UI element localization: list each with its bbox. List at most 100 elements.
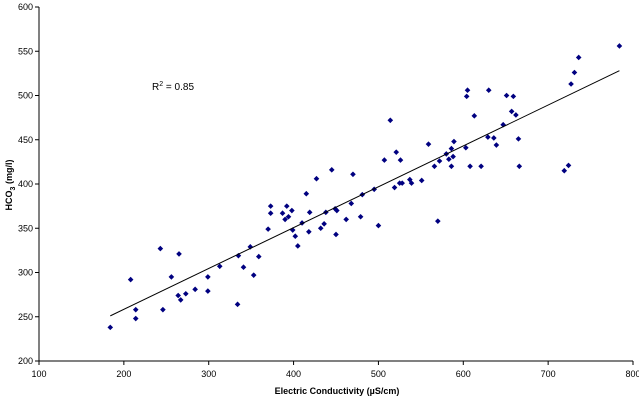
data-point [127, 276, 134, 283]
data-point [205, 274, 211, 280]
data-point [350, 171, 356, 178]
data-point [516, 163, 523, 170]
annotation-sup: 2 [159, 81, 163, 88]
axes-layer [38, 7, 633, 362]
x-tick-label: 500 [371, 369, 386, 379]
data-point [463, 144, 469, 151]
x-tick-label: 300 [201, 369, 216, 379]
x-tick-label: 800 [625, 369, 639, 379]
data-point [451, 138, 457, 145]
data-point [510, 93, 517, 100]
data-point [250, 272, 257, 278]
y-tick-label: 200 [18, 356, 33, 366]
data-point [571, 69, 578, 76]
data-point [435, 218, 441, 224]
data-point [471, 113, 478, 119]
y-tick-label: 500 [18, 91, 33, 101]
r-squared-annotation: R2 = 0.85 [152, 81, 194, 93]
data-point [503, 92, 510, 99]
data-point [247, 244, 254, 250]
data-point [177, 297, 184, 303]
data-point [306, 209, 313, 216]
data-point [205, 288, 211, 294]
data-point [267, 203, 274, 209]
points-layer [107, 43, 623, 331]
data-point [279, 210, 286, 217]
data-point [408, 180, 415, 186]
data-point [485, 87, 492, 93]
data-point [334, 207, 340, 214]
data-point [160, 306, 166, 313]
data-point [397, 157, 404, 163]
data-point [450, 153, 456, 160]
data-point [234, 301, 241, 308]
data-point [267, 210, 274, 217]
data-point [255, 253, 262, 260]
data-point [565, 162, 572, 169]
data-point [283, 203, 290, 209]
data-point [183, 290, 189, 297]
x-axis-title: Electric Conductivity (µS/cm) [275, 386, 400, 396]
y-tick-label: 350 [18, 223, 33, 233]
y-axis-title-rest: (mg/l) [4, 160, 14, 187]
y-tick-label: 450 [18, 135, 33, 145]
data-point [485, 134, 491, 140]
y-tick-label: 600 [18, 2, 33, 12]
data-point [431, 163, 438, 170]
data-point [107, 324, 114, 331]
data-point [317, 225, 324, 232]
data-point [616, 43, 623, 49]
data-point [343, 216, 349, 223]
y-axis-title-main: HCO [4, 190, 14, 210]
data-point [446, 156, 452, 163]
data-point [425, 141, 432, 147]
data-point [575, 54, 582, 61]
data-point [508, 108, 515, 115]
y-tick-label: 400 [18, 179, 33, 189]
annotation-main: R [152, 82, 159, 93]
data-point [192, 286, 198, 293]
data-point [463, 93, 470, 100]
ticks-layer: 200 250 300 350 400 450 500 550 600 100 200 300 400 5… [18, 2, 639, 379]
data-point [448, 145, 455, 152]
data-point [328, 167, 335, 173]
data-point [464, 87, 471, 93]
y-tick-label: 550 [18, 46, 33, 56]
data-point [216, 263, 223, 270]
data-point [513, 112, 519, 118]
data-point [303, 190, 310, 197]
y-axis-title: HCO3 (mg/l) [4, 160, 17, 211]
data-point [515, 136, 522, 142]
data-point [282, 216, 288, 223]
data-point [292, 233, 299, 240]
y-tick-label: 300 [18, 268, 33, 278]
data-point [375, 222, 382, 229]
data-point [418, 177, 425, 184]
data-point [313, 175, 320, 182]
data-point [265, 226, 271, 232]
data-point [176, 251, 182, 257]
data-point [387, 117, 394, 124]
data-point [436, 158, 443, 164]
x-tick-label: 100 [31, 369, 46, 379]
data-point [289, 227, 296, 233]
data-point [467, 163, 473, 170]
y-tick-label: 250 [18, 312, 33, 322]
data-point [132, 306, 139, 313]
data-point [561, 167, 568, 174]
data-point [348, 200, 355, 207]
data-point [491, 135, 497, 141]
data-point [285, 213, 292, 220]
annotation-rest: = 0.85 [163, 82, 194, 93]
x-tick-label: 400 [286, 369, 301, 379]
data-point [295, 243, 301, 249]
data-point [157, 245, 164, 252]
data-point [333, 231, 339, 238]
data-point [240, 264, 247, 270]
data-point [568, 81, 574, 87]
x-tick-label: 600 [456, 369, 471, 379]
y-axis-title-sub: 3 [10, 186, 17, 190]
data-point [168, 274, 175, 280]
x-tick-label: 700 [541, 369, 556, 379]
